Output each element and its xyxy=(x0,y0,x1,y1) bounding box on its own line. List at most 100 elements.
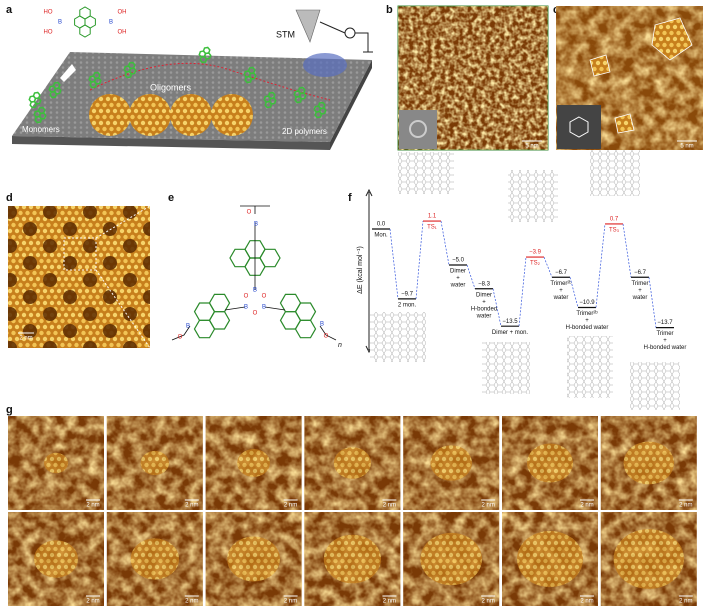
ring xyxy=(79,6,91,20)
connector xyxy=(466,264,476,289)
domain xyxy=(613,529,684,589)
scale-label: 2 nm xyxy=(185,503,198,509)
pyrene xyxy=(33,106,47,124)
domain xyxy=(589,54,611,77)
state-name: H-bonded water xyxy=(644,345,687,351)
structure-inset xyxy=(567,336,613,398)
ring xyxy=(208,293,231,313)
stm-pores xyxy=(8,206,150,348)
connector xyxy=(518,257,527,327)
state-name: water xyxy=(450,283,466,289)
pyrene xyxy=(263,91,277,109)
ring xyxy=(259,248,281,268)
scale-label: 2 nm xyxy=(383,503,396,509)
panel-g: g 2 nm 2 nm 2 nm 2 nm 2 nm 2 nm 2 nm 2 nm 2 nm 2 … xyxy=(6,404,697,606)
ring xyxy=(29,100,38,109)
y-axis-label: ΔE (kcal mol⁻¹) xyxy=(357,246,364,294)
reaction-path xyxy=(89,62,331,101)
scale-label: 2 nm xyxy=(86,503,99,509)
structure-inset xyxy=(370,312,426,362)
panel-c: c 5 nm xyxy=(553,4,703,150)
connector xyxy=(595,223,606,308)
pyrene xyxy=(198,46,212,64)
structure-inset xyxy=(630,362,680,410)
domain xyxy=(130,538,179,580)
pyrene xyxy=(88,71,102,89)
panel-b: b 5 nm xyxy=(386,4,549,151)
state-name: + xyxy=(482,299,486,305)
scale-label: 2 nm xyxy=(19,336,32,342)
structure-inset xyxy=(508,170,558,222)
domain xyxy=(623,441,674,485)
surface-edge xyxy=(330,60,372,150)
arrow xyxy=(60,64,76,82)
fft-hexagon xyxy=(569,116,589,138)
label: STM xyxy=(276,29,295,39)
atom-label: O xyxy=(247,210,252,216)
ring xyxy=(124,70,133,79)
domain xyxy=(430,445,473,481)
atom-label: B xyxy=(244,305,248,311)
surface-edge xyxy=(12,136,330,150)
circuit xyxy=(319,21,373,53)
domain xyxy=(44,452,68,474)
ring xyxy=(37,106,46,115)
ring xyxy=(247,66,256,75)
energy-value: −3.9 xyxy=(529,250,542,256)
state-name: Trimer²ᵇ xyxy=(550,280,572,287)
scale-label: 2 nm xyxy=(185,599,198,605)
circuit xyxy=(344,27,356,39)
label: 2D polymers xyxy=(282,127,327,136)
ring xyxy=(314,110,323,119)
ring xyxy=(49,90,58,99)
energy-value: 1.1 xyxy=(428,214,437,220)
pyrene xyxy=(193,293,231,339)
atom-label: OH xyxy=(118,30,127,36)
ring xyxy=(297,86,306,95)
fft-inset xyxy=(557,105,601,149)
scale-label: 2 nm xyxy=(482,503,495,509)
atom-label: B xyxy=(254,222,258,228)
panel-label: a xyxy=(6,4,13,16)
state-name: Trimer xyxy=(631,281,648,287)
domain xyxy=(227,536,280,582)
atom-label: B xyxy=(262,305,266,311)
state-name: H-bonded xyxy=(471,306,497,312)
scale-label: 2 nm xyxy=(580,599,593,605)
panel-d: d 2 nm xyxy=(6,192,151,349)
scale-label: 5 nm xyxy=(525,144,538,150)
inset-image xyxy=(129,94,171,136)
energy-value: −9.7 xyxy=(401,291,414,297)
atom-label: O xyxy=(244,294,249,300)
atom-label: HO xyxy=(44,30,53,36)
atom-label: B xyxy=(320,322,324,328)
pyrene xyxy=(293,86,307,104)
ring xyxy=(52,81,61,90)
ring xyxy=(317,101,326,110)
domain xyxy=(333,447,371,479)
ring xyxy=(294,319,317,339)
state-name: Trimer²ᵇ xyxy=(576,310,598,317)
zoom-box xyxy=(63,237,97,271)
ring xyxy=(127,61,136,70)
atom-label: OH xyxy=(118,10,127,16)
inset-image xyxy=(89,94,131,136)
energy-value: −10.9 xyxy=(579,300,595,306)
inset-image xyxy=(211,94,253,136)
state-name: + xyxy=(663,338,667,344)
ring xyxy=(34,115,43,124)
pyrene xyxy=(28,91,42,109)
panel-label: b xyxy=(386,4,393,16)
structure-inset xyxy=(590,150,640,196)
state-name: + xyxy=(638,288,642,294)
structure-inset xyxy=(482,342,530,394)
energy-value: −13.5 xyxy=(502,319,518,325)
domain xyxy=(651,17,693,61)
domain xyxy=(420,532,483,586)
fft-inset xyxy=(399,110,437,149)
ring xyxy=(32,91,41,100)
connector xyxy=(569,277,579,308)
connector xyxy=(543,256,553,278)
ring xyxy=(92,71,101,80)
ring xyxy=(294,95,303,104)
